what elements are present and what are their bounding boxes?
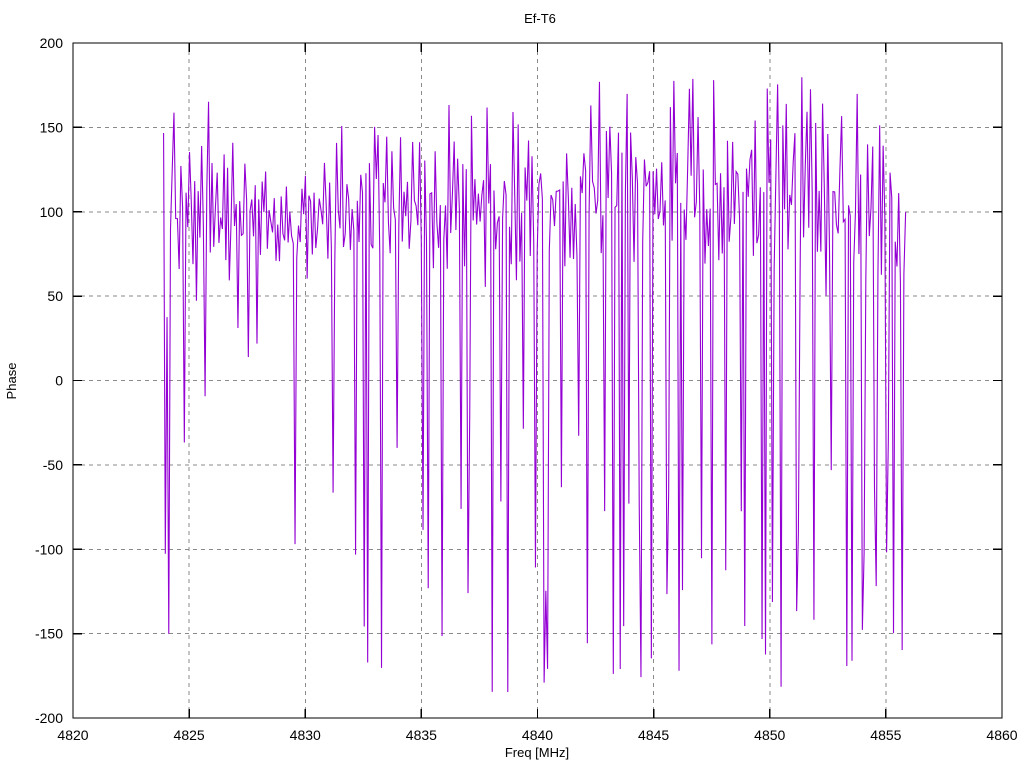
x-axis-tick-labels: 4820 4825 4830 4835 4840 4845 4850 4855 4860 [57, 727, 1017, 743]
y-tick-label: -100 [35, 541, 63, 557]
data-series-line [163, 77, 907, 693]
y-tick-label: 200 [40, 35, 64, 51]
plot-border [72, 42, 1003, 719]
y-axis-label: Phase [4, 363, 19, 400]
y-axis-tick-labels: -200 -150 -100 -50 0 50 100 150 200 [35, 35, 63, 726]
x-tick-label: 4860 [986, 727, 1017, 743]
x-tick-label: 4845 [638, 727, 669, 743]
y-tick-label: 100 [40, 204, 64, 220]
x-tick-label: 4835 [406, 727, 437, 743]
x-axis-label: Freq [MHz] [505, 745, 569, 760]
data-series-group [163, 77, 907, 693]
x-tick-label: 4850 [754, 727, 785, 743]
x-tick-label: 4820 [57, 727, 88, 743]
y-tick-label: -150 [35, 626, 63, 642]
x-tick-label: 4840 [522, 727, 553, 743]
x-tick-label: 4825 [174, 727, 205, 743]
x-tick-label: 4855 [870, 727, 901, 743]
y-tick-label: -50 [43, 457, 63, 473]
y-tick-label: 50 [47, 288, 63, 304]
x-tick-label: 4830 [290, 727, 321, 743]
y-tick-label: 0 [55, 373, 63, 389]
y-tick-label: 150 [40, 119, 64, 135]
chart-title: Ef-T6 [524, 11, 556, 26]
y-tick-label: -200 [35, 710, 63, 726]
plot-frame [72, 42, 1003, 719]
